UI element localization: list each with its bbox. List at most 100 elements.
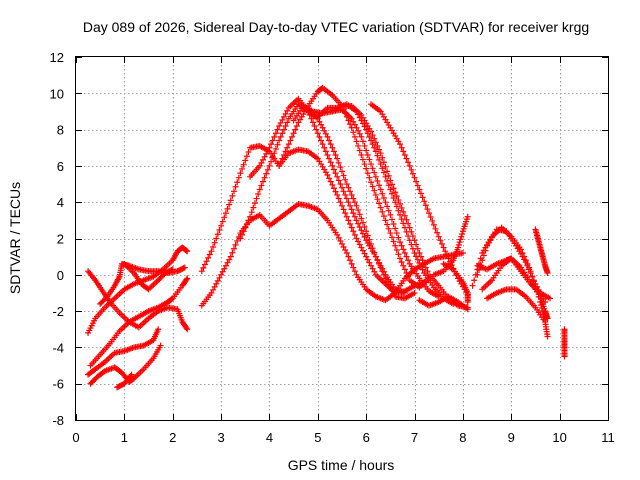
data-point <box>388 287 395 294</box>
data-point <box>419 266 426 273</box>
data-point <box>376 200 383 207</box>
data-point <box>382 275 389 282</box>
data-points <box>85 84 568 391</box>
data-point <box>211 239 218 246</box>
data-point <box>279 130 286 137</box>
data-point <box>330 148 337 155</box>
data-point <box>380 194 387 201</box>
data-point <box>405 159 412 166</box>
data-point <box>395 251 402 258</box>
data-point <box>387 230 394 237</box>
data-point <box>414 182 421 189</box>
data-point <box>379 154 386 161</box>
data-point <box>340 206 347 213</box>
data-point <box>258 182 265 189</box>
data-point <box>353 138 360 145</box>
data-point <box>356 147 363 154</box>
data-point <box>416 250 423 257</box>
data-point <box>276 162 283 169</box>
data-point <box>347 188 354 195</box>
data-point <box>282 148 289 155</box>
data-point <box>326 137 333 144</box>
data-point <box>218 271 225 278</box>
data-point <box>390 290 397 297</box>
data-point <box>387 211 394 218</box>
series-arc-2 <box>87 275 191 369</box>
x-tick-label: 8 <box>459 430 466 445</box>
series-arc-20 <box>440 260 471 306</box>
data-point <box>376 146 383 153</box>
data-point <box>426 210 433 217</box>
data-point <box>326 155 333 162</box>
data-point <box>334 173 341 180</box>
x-tick-label: 7 <box>411 430 418 445</box>
data-point <box>355 207 362 214</box>
data-point <box>440 244 447 251</box>
data-point <box>435 233 442 240</box>
data-point <box>271 150 278 157</box>
data-point <box>400 262 407 269</box>
data-point <box>269 154 276 161</box>
data-point <box>522 259 529 266</box>
data-point <box>351 268 358 275</box>
data-point <box>397 201 404 208</box>
data-point <box>544 315 551 322</box>
data-point <box>459 250 466 257</box>
data-point <box>397 141 404 148</box>
data-point <box>221 214 228 221</box>
data-point <box>376 156 383 163</box>
data-point <box>343 181 350 188</box>
data-point <box>155 326 162 333</box>
data-point <box>348 191 355 198</box>
data-point <box>237 170 244 177</box>
data-point <box>382 217 389 224</box>
data-point <box>355 127 362 134</box>
data-point <box>364 152 371 159</box>
data-point <box>200 264 207 271</box>
data-point <box>261 153 268 160</box>
data-point <box>216 274 223 281</box>
data-point <box>264 147 271 154</box>
data-point <box>380 271 387 278</box>
data-point <box>277 119 284 126</box>
data-point <box>356 241 363 248</box>
data-point <box>388 234 395 241</box>
data-point <box>316 118 323 125</box>
data-point <box>464 306 471 313</box>
data-point <box>469 282 476 289</box>
data-point <box>356 211 363 218</box>
data-point <box>417 253 424 260</box>
data-point <box>364 256 371 263</box>
data-point <box>337 164 344 171</box>
data-point <box>398 204 405 211</box>
data-point <box>359 247 366 254</box>
data-point <box>345 184 352 191</box>
data-point <box>474 271 481 278</box>
data-point <box>458 233 465 240</box>
data-point <box>385 172 392 179</box>
data-point <box>337 199 344 206</box>
data-point <box>284 107 291 114</box>
data-point <box>282 110 289 117</box>
data-point <box>144 285 151 292</box>
data-point <box>368 240 375 247</box>
data-point <box>393 230 400 237</box>
data-point <box>210 286 217 293</box>
data-point <box>203 258 210 265</box>
data-point <box>279 155 286 162</box>
data-point <box>529 273 536 280</box>
data-point <box>327 178 334 185</box>
data-point <box>456 239 463 246</box>
chart-title: Day 089 of 2026, Sidereal Day-to-day VTE… <box>83 19 589 35</box>
data-point <box>272 145 279 152</box>
data-point <box>376 182 383 189</box>
data-point <box>208 289 215 296</box>
data-point <box>276 137 283 144</box>
data-point <box>405 220 412 227</box>
data-point <box>219 268 226 275</box>
data-point <box>335 177 342 184</box>
data-point <box>256 186 263 193</box>
data-point <box>377 186 384 193</box>
data-point <box>342 246 349 253</box>
data-point <box>421 260 428 267</box>
